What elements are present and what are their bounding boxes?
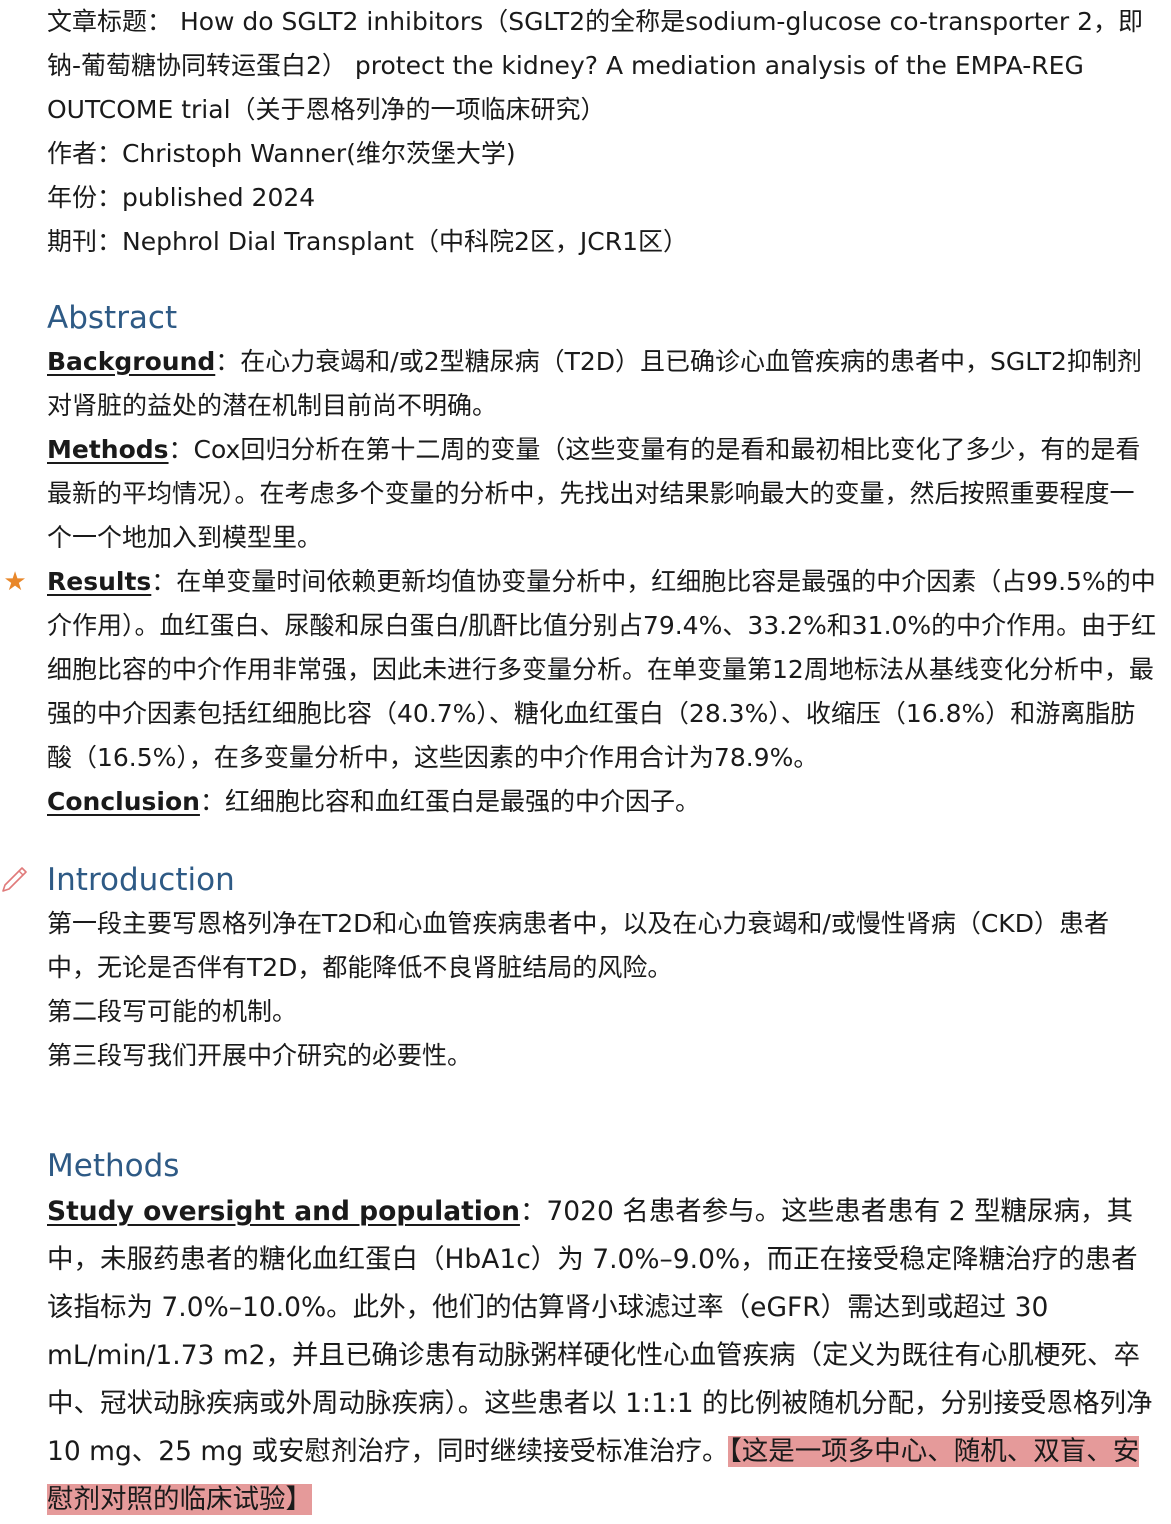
methods-heading: Methods	[47, 1148, 180, 1184]
methods-label: Methods	[47, 435, 169, 464]
study-oversight-text: ：7020 名患者参与。这些患者患有 2 型糖尿病，其中，未服药患者的糖化血红蛋…	[47, 1196, 1153, 1467]
abstract-conclusion: Conclusion：红细胞比容和血红蛋白是最强的中介因子。	[47, 780, 1157, 824]
background-text: ：在心力衰竭和/或2型糖尿病（T2D）且已确诊心血管疾病的患者中，SGLT2抑制…	[47, 347, 1142, 420]
abstract-methods: Methods：Cox回归分析在第十二周的变量（这些变量有的是看和最初相比变化了…	[47, 428, 1157, 560]
pencil-icon	[2, 867, 27, 892]
abstract-results: ★ Results：在单变量时间依赖更新均值协变量分析中，红细胞比容是最强的中介…	[3, 560, 1157, 780]
article-author: 作者：Christoph Wanner(维尔茨堡大学)	[47, 139, 516, 168]
article-year: 年份：published 2024	[47, 183, 316, 212]
article-title-line-2: 钠-葡萄糖协同转运蛋白2） protect the kidney? A medi…	[47, 51, 1084, 80]
article-title-line-3: OUTCOME trial（关于恩格列净的一项临床研究）	[47, 95, 606, 124]
conclusion-text: ：红细胞比容和血红蛋白是最强的中介因子。	[199, 787, 700, 816]
abstract-heading: Abstract	[47, 300, 178, 336]
study-oversight-label: Study oversight and population	[47, 1196, 520, 1227]
introduction-para-3: 第三段写我们开展中介研究的必要性。	[47, 1041, 473, 1070]
introduction-heading-text: Introduction	[47, 862, 235, 898]
introduction-heading: Introduction	[2, 858, 1157, 902]
background-label: Background	[47, 347, 216, 376]
methods-text: ：Cox回归分析在第十二周的变量（这些变量有的是看和最初相比变化了多少，有的是看…	[47, 435, 1141, 552]
results-text: ：在单变量时间依赖更新均值协变量分析中，红细胞比容是最强的中介因素（占99.5%…	[47, 567, 1157, 772]
article-meta: 文章标题： How do SGLT2 inhibitors（SGLT2的全称是s…	[47, 0, 1157, 264]
article-title-line-1: 文章标题： How do SGLT2 inhibitors（SGLT2的全称是s…	[47, 7, 1144, 36]
results-label: Results	[47, 567, 152, 596]
abstract-background: Background：在心力衰竭和/或2型糖尿病（T2D）且已确诊心血管疾病的患…	[47, 340, 1157, 428]
introduction-para-1: 第一段主要写恩格列净在T2D和心血管疾病患者中，以及在心力衰竭和/或慢性肾病（C…	[47, 909, 1109, 982]
conclusion-label: Conclusion	[47, 787, 200, 816]
methods-study-oversight: Study oversight and population：7020 名患者参…	[47, 1188, 1157, 1524]
introduction-para-2: 第二段写可能的机制。	[47, 997, 298, 1026]
star-icon: ★	[3, 567, 27, 597]
article-journal: 期刊：Nephrol Dial Transplant（中科院2区，JCR1区）	[47, 227, 688, 256]
